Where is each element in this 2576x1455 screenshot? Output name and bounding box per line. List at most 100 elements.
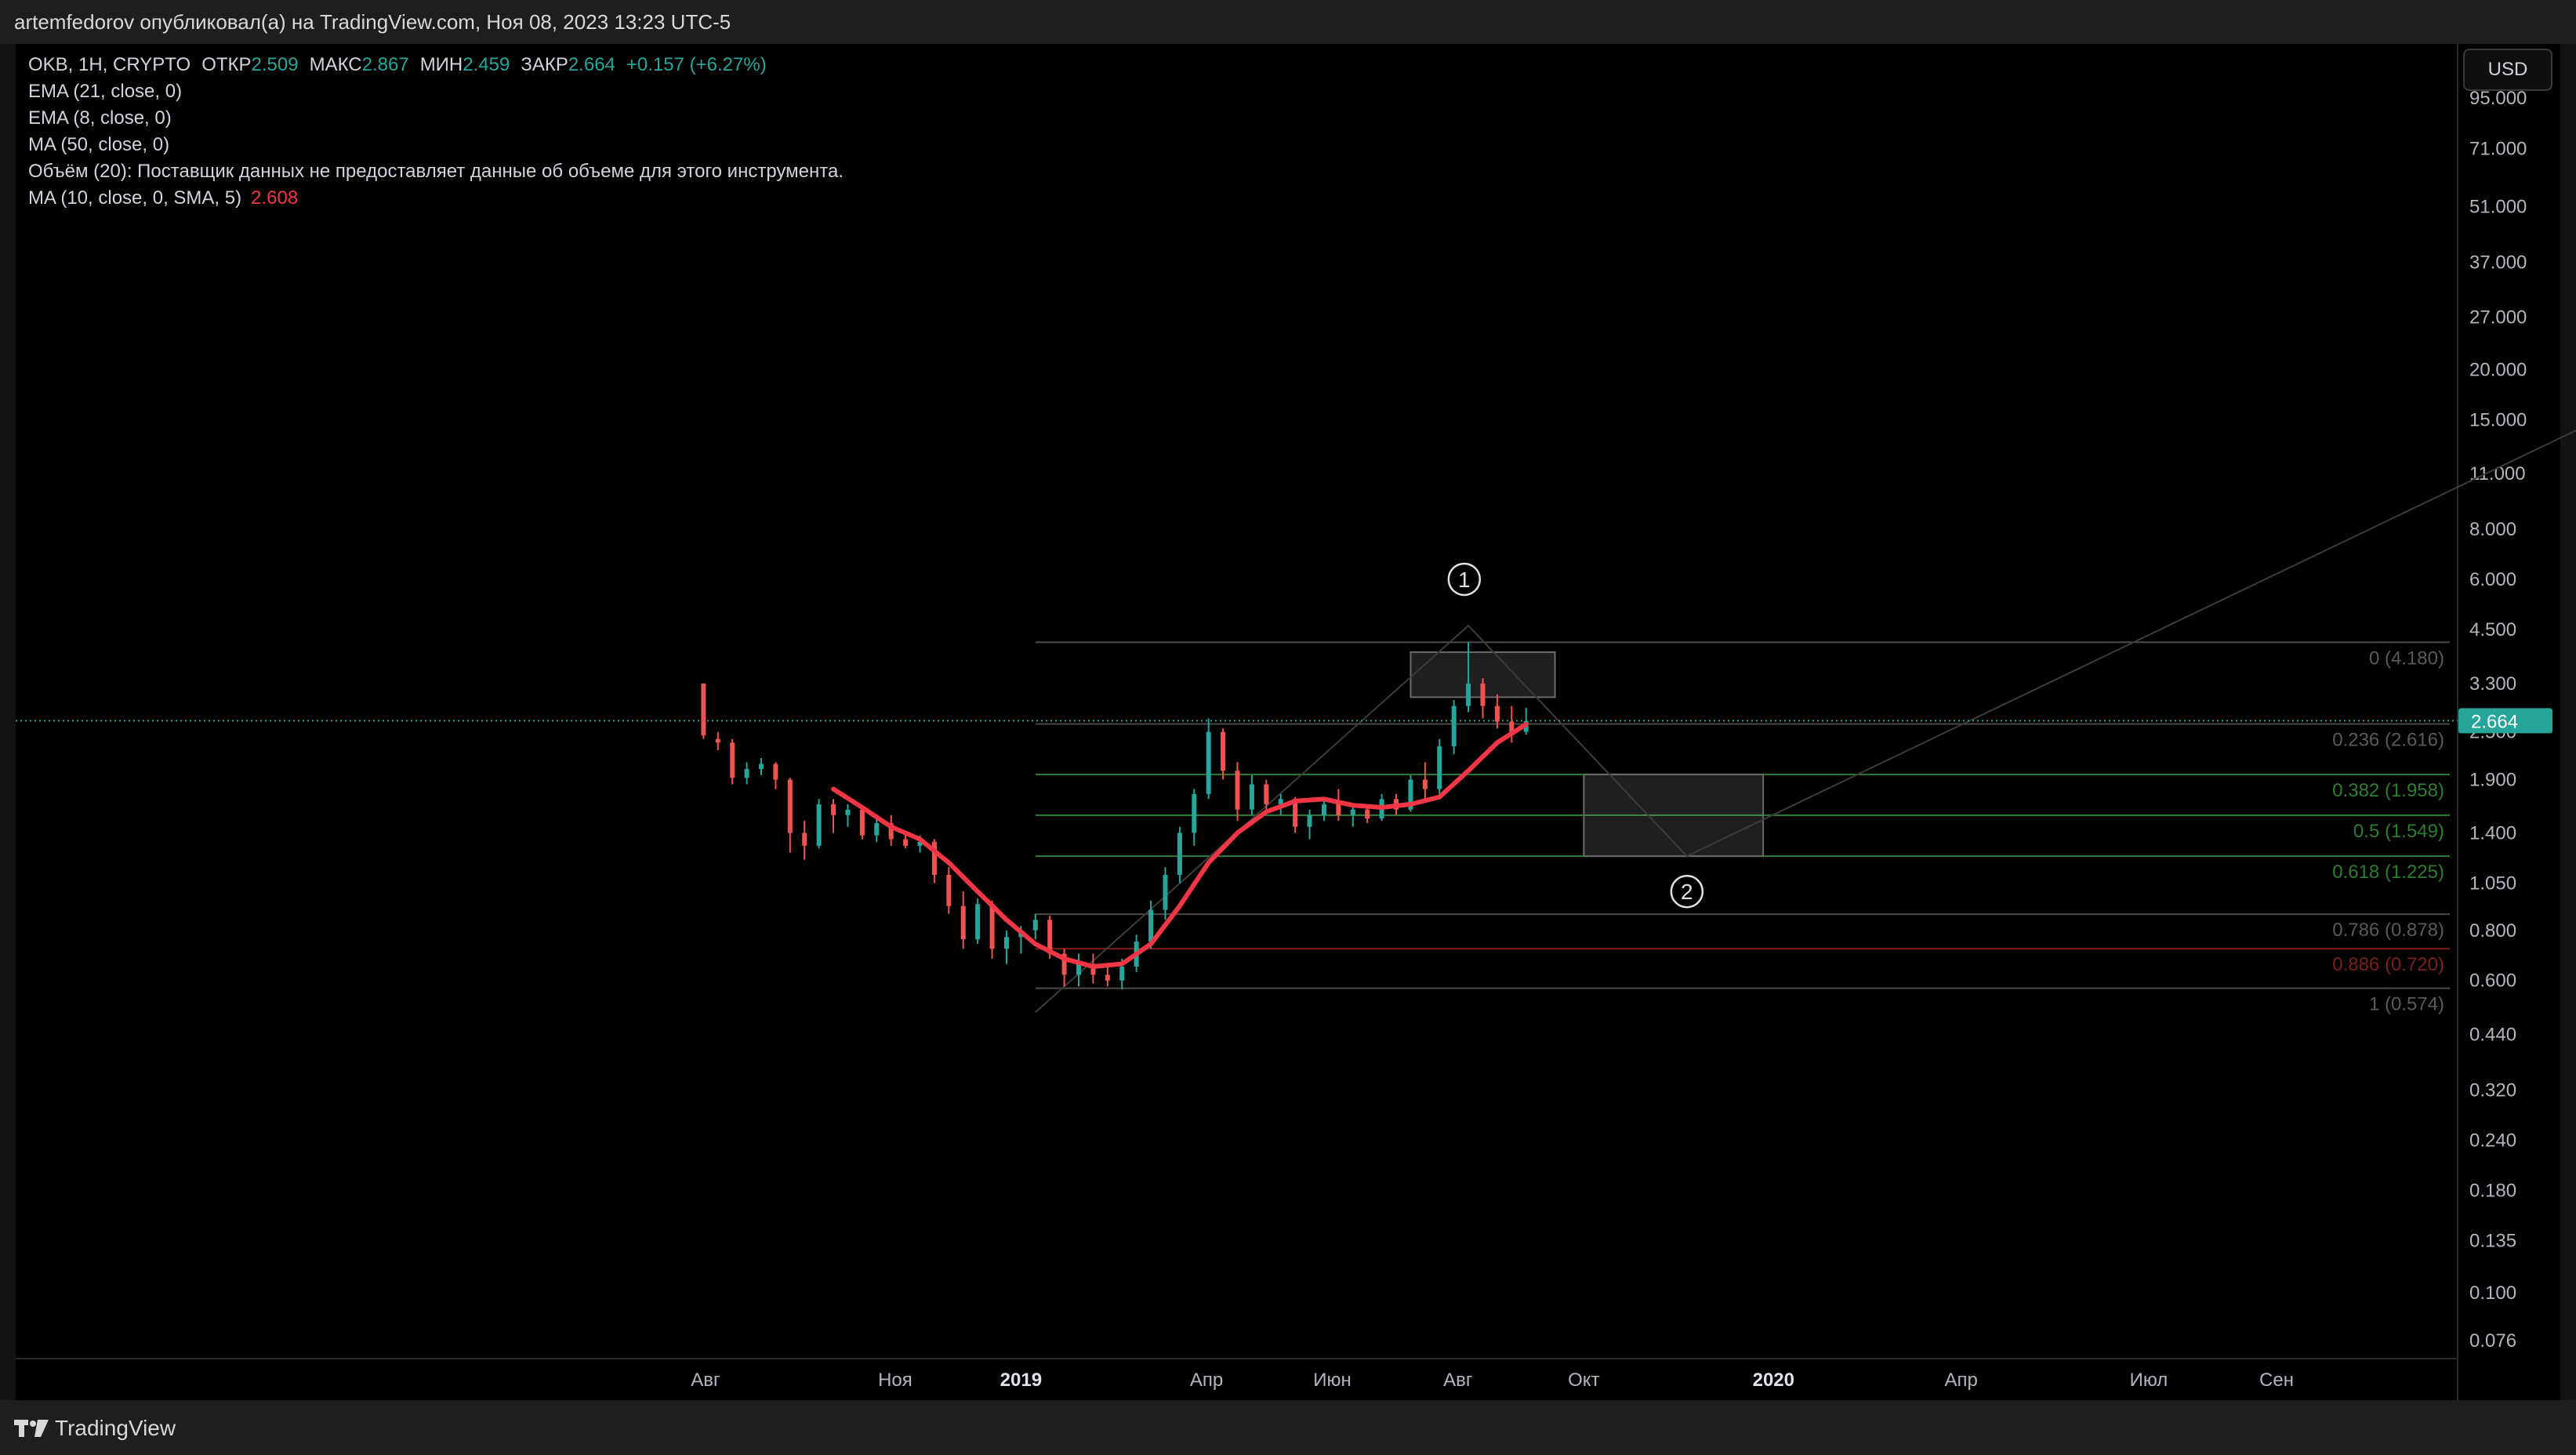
candle-body: [1003, 937, 1009, 949]
candle-body: [1451, 706, 1457, 747]
candle-body: [917, 841, 923, 846]
fib-level-label: 0 (4.180): [2369, 648, 2444, 669]
candle-body: [888, 823, 894, 840]
candle: [802, 821, 807, 860]
price-zone: [1583, 773, 1765, 858]
candle-body: [787, 779, 793, 833]
wave-marker-label: 1: [1458, 568, 1471, 592]
y-tick-label: 20.000: [2469, 359, 2527, 380]
candle: [1321, 799, 1326, 822]
y-tick-label: 8.000: [2469, 519, 2516, 540]
candle: [1437, 738, 1442, 794]
x-tick-label: Июл: [2130, 1370, 2168, 1391]
fib-level-label: 1 (0.574): [2369, 994, 2444, 1015]
x-tick-label: Июн: [1313, 1370, 1351, 1391]
fib-level-label: 0.786 (0.878): [2332, 920, 2444, 941]
candle: [1523, 707, 1529, 735]
candle-body: [1466, 683, 1471, 706]
candle: [1221, 728, 1226, 780]
candle: [1307, 809, 1312, 840]
candle-body: [1480, 683, 1486, 706]
candle: [1422, 762, 1428, 800]
candle: [773, 762, 778, 789]
candle-body: [1163, 875, 1168, 910]
y-tick-label: 0.440: [2469, 1025, 2516, 1046]
legend-ma50[interactable]: MA (50, close, 0): [28, 134, 170, 155]
x-tick-label: Окт: [1568, 1370, 1599, 1391]
candle: [1003, 930, 1009, 964]
candle: [989, 900, 995, 959]
candle: [744, 762, 749, 785]
candle-body: [1350, 809, 1355, 815]
candle-body: [773, 764, 778, 780]
currency-button[interactable]: USD: [2463, 49, 2552, 91]
candle: [1249, 775, 1254, 815]
legend-ma10-row[interactable]: MA (10, close, 0, SMA, 5) 2.608: [28, 185, 844, 212]
last-price-badge: [2458, 708, 2552, 734]
candle: [1032, 913, 1038, 940]
legend-symbol[interactable]: OKB, 1H, CRYPTO: [28, 54, 191, 75]
candle: [946, 867, 952, 914]
tradingview-logo[interactable]: TradingView: [14, 1413, 176, 1444]
candle-body: [874, 823, 880, 836]
candle-body: [975, 904, 981, 940]
last-price-badge-label: 2.664: [2471, 711, 2518, 732]
candle-body: [759, 764, 764, 769]
legend-change: +0.157 (+6.27%): [626, 54, 767, 75]
candle-body: [1494, 706, 1500, 722]
wave-marker-label: 2: [1681, 880, 1693, 904]
ma-line: [831, 721, 1529, 969]
candle: [1235, 762, 1240, 822]
x-tick-label: Апр: [1944, 1370, 1977, 1391]
candle: [845, 804, 851, 827]
y-tick-label: 4.500: [2469, 619, 2516, 640]
candle: [730, 738, 735, 785]
candle-body: [845, 809, 851, 815]
y-tick-label: 27.000: [2469, 307, 2527, 328]
candle: [759, 758, 764, 775]
candle: [715, 731, 720, 750]
candle-body: [831, 804, 836, 815]
candle-body: [1365, 809, 1370, 819]
y-tick-label: 0.320: [2469, 1079, 2516, 1101]
candle: [975, 898, 981, 945]
candle-body: [989, 904, 995, 949]
candle-body: [802, 833, 807, 846]
legend-high-label: МАКС: [309, 54, 362, 75]
candle: [1336, 789, 1341, 822]
candle: [1105, 963, 1110, 987]
wave-marker: [1447, 562, 1482, 597]
x-tick-label: Ноя: [878, 1370, 912, 1391]
legend-volume[interactable]: Объём (20): Поставщик данных не предоста…: [28, 161, 844, 182]
candle-body: [1235, 771, 1240, 810]
legend-ema8[interactable]: EMA (8, close, 0): [28, 107, 172, 129]
candle-body: [1408, 779, 1413, 810]
candle-body: [1278, 799, 1283, 804]
candle: [1466, 642, 1471, 713]
candle: [1076, 953, 1082, 987]
footer-bar: [0, 1400, 2576, 1455]
legend-low-value: 2.459: [463, 54, 510, 75]
chart-area[interactable]: [16, 44, 2560, 1400]
candle-body: [701, 683, 706, 736]
candle-body: [1437, 746, 1442, 789]
tradingview-logo-icon: [14, 1420, 49, 1437]
legend-high-value: 2.867: [361, 54, 409, 75]
candle: [888, 815, 894, 846]
chart-legend: OKB, 1H, CRYPTO ОТКР2.509 МАКС2.867 МИН2.45…: [28, 52, 844, 212]
legend-close-value: 2.664: [568, 54, 615, 75]
legend-ma10: MA (10, close, 0, SMA, 5): [28, 187, 242, 209]
candle: [1177, 826, 1182, 884]
candle-body: [1177, 833, 1182, 876]
candle-body: [1307, 815, 1312, 827]
wave-path: [1035, 429, 2576, 1014]
fib-level-label: 0.886 (0.720): [2332, 954, 2444, 975]
candle: [787, 778, 793, 853]
candle-body: [1264, 784, 1269, 804]
fib-level-label: 0.5 (1.549): [2353, 821, 2444, 842]
candle-body: [960, 905, 966, 940]
candle-body: [903, 839, 909, 846]
legend-ma10-value: 2.608: [251, 187, 299, 209]
legend-ema21[interactable]: EMA (21, close, 0): [28, 81, 183, 102]
